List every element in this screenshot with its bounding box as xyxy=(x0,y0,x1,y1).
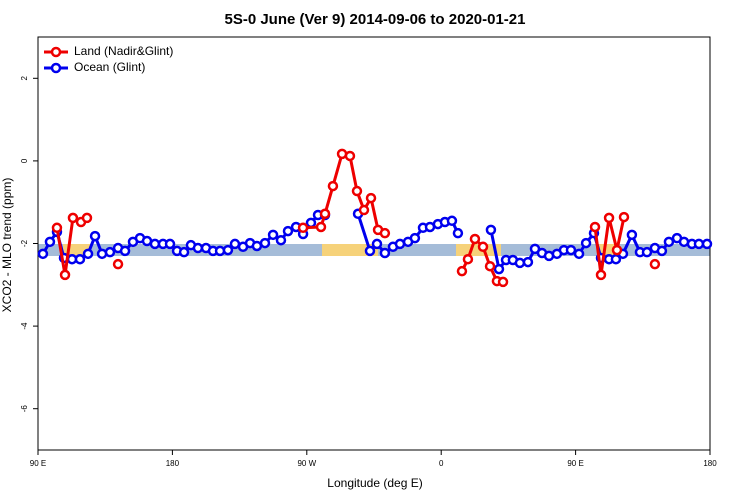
x-tick-label: 0 xyxy=(439,459,444,468)
point xyxy=(371,238,383,250)
point xyxy=(267,229,279,241)
point xyxy=(305,217,317,229)
y-tick-label: -6 xyxy=(20,405,29,413)
point xyxy=(379,247,391,259)
point xyxy=(251,240,263,252)
point xyxy=(595,269,607,281)
point xyxy=(119,245,131,257)
point xyxy=(656,245,668,257)
point xyxy=(67,212,79,224)
point xyxy=(456,265,468,277)
point xyxy=(222,244,234,256)
point xyxy=(37,248,49,260)
point xyxy=(446,215,458,227)
point xyxy=(365,192,377,204)
point xyxy=(603,212,615,224)
legend-label: Land (Nadir&Glint) xyxy=(74,44,173,58)
point xyxy=(626,229,638,241)
point xyxy=(409,232,421,244)
point xyxy=(178,246,190,258)
point xyxy=(663,236,675,248)
point xyxy=(104,246,116,258)
y-axis-label: XCO2 - MLO trend (ppm) xyxy=(0,178,14,313)
land-band xyxy=(456,244,501,256)
point xyxy=(259,237,271,249)
point xyxy=(641,246,653,258)
point xyxy=(51,222,63,234)
point xyxy=(514,257,526,269)
point xyxy=(693,238,705,250)
y-tick-label: 2 xyxy=(20,76,29,81)
point xyxy=(701,238,713,250)
point xyxy=(351,185,363,197)
point xyxy=(81,212,93,224)
x-tick-label: 90 W xyxy=(297,459,316,468)
point xyxy=(462,253,474,265)
x-tick-label: 180 xyxy=(166,459,180,468)
point xyxy=(229,238,241,250)
point xyxy=(522,256,534,268)
point xyxy=(89,230,101,242)
point xyxy=(611,244,623,256)
y-tick-label: -4 xyxy=(20,322,29,330)
point xyxy=(358,204,370,216)
point xyxy=(112,258,124,270)
point xyxy=(315,221,327,233)
point xyxy=(164,238,176,250)
point xyxy=(344,150,356,162)
point xyxy=(275,234,287,246)
point xyxy=(452,227,464,239)
point xyxy=(580,237,592,249)
point xyxy=(149,238,161,250)
point xyxy=(477,241,489,253)
series xyxy=(51,148,661,288)
point xyxy=(485,224,497,236)
chart-title: 5S-0 June (Ver 9) 2014-09-06 to 2020-01-… xyxy=(224,11,525,28)
point xyxy=(649,258,661,270)
point xyxy=(484,260,496,272)
point xyxy=(82,248,94,260)
point xyxy=(319,208,331,220)
point xyxy=(297,222,309,234)
y-tick-label: -2 xyxy=(20,239,29,247)
point xyxy=(192,242,204,254)
y-tick-label: 0 xyxy=(20,158,29,163)
point xyxy=(327,180,339,192)
point xyxy=(493,263,505,275)
point xyxy=(59,269,71,281)
point xyxy=(497,276,509,288)
legend-label: Ocean (Glint) xyxy=(74,60,145,74)
point xyxy=(364,245,376,257)
legend-marker xyxy=(50,46,62,58)
point xyxy=(394,238,406,250)
point xyxy=(573,248,585,260)
x-tick-label: 90 E xyxy=(30,459,46,468)
point xyxy=(282,225,294,237)
x-tick-label: 180 xyxy=(703,459,717,468)
point xyxy=(589,221,601,233)
point xyxy=(618,211,630,223)
legend-marker xyxy=(50,62,62,74)
x-tick-label: 90 E xyxy=(567,459,583,468)
point xyxy=(565,244,577,256)
point xyxy=(44,236,56,248)
x-axis-label: Longitude (deg E) xyxy=(327,476,422,490)
land-band xyxy=(322,244,378,256)
point xyxy=(74,253,86,265)
point xyxy=(469,233,481,245)
point xyxy=(379,227,391,239)
